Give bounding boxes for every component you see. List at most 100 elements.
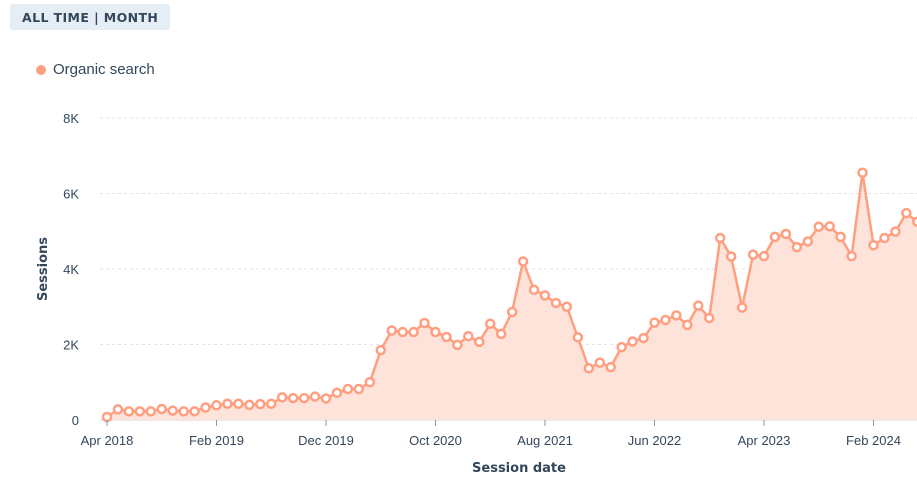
data-point <box>112 404 124 415</box>
data-point <box>736 302 748 313</box>
data-point <box>309 391 321 402</box>
chart-legend: Organic search <box>36 61 155 78</box>
data-point <box>693 300 704 311</box>
data-point <box>331 387 343 399</box>
area-layer <box>106 171 917 420</box>
data-point <box>167 405 178 416</box>
data-point <box>364 377 376 388</box>
data-point <box>463 330 474 342</box>
data-point <box>824 221 835 232</box>
data-point <box>561 301 573 312</box>
data-point <box>485 318 496 329</box>
data-point <box>725 251 737 262</box>
x-tick-label: Apr 2023 <box>738 433 791 448</box>
data-point <box>846 250 857 262</box>
y-tick-label: 8K <box>63 111 79 126</box>
data-point <box>430 326 441 338</box>
data-point <box>627 336 638 347</box>
series-line-organic-search <box>106 171 917 419</box>
data-point <box>495 328 507 340</box>
series-area-organic-search <box>107 172 917 420</box>
data-point <box>233 398 244 410</box>
data-point <box>660 314 671 326</box>
data-point <box>528 284 540 296</box>
data-point <box>704 312 715 324</box>
data-point <box>287 392 299 404</box>
data-point <box>474 336 485 348</box>
data-point <box>901 207 912 219</box>
data-point <box>408 326 419 338</box>
data-point <box>353 383 365 395</box>
data-point <box>200 402 211 413</box>
legend-swatch-organic-search <box>36 64 46 75</box>
data-point <box>145 406 157 417</box>
data-point <box>452 339 463 351</box>
data-point <box>890 226 901 237</box>
data-point <box>134 406 146 417</box>
y-axis-title: Sessions <box>36 237 51 301</box>
data-point <box>244 399 255 411</box>
data-point <box>758 250 770 262</box>
data-point <box>572 332 584 343</box>
data-point <box>517 256 529 267</box>
data-point <box>298 392 310 404</box>
x-tick-label: Jun 2022 <box>628 433 682 448</box>
data-point <box>123 406 135 417</box>
data-points <box>101 167 917 423</box>
data-point <box>791 241 803 253</box>
data-point <box>320 393 332 404</box>
x-axis-title: Session date <box>472 461 566 476</box>
data-point <box>375 344 386 356</box>
data-point <box>276 392 288 403</box>
data-point <box>835 231 846 243</box>
data-point <box>211 400 222 411</box>
y-axis-ticks: 0 2K 4K 6K 8K <box>63 111 79 428</box>
data-point <box>649 317 660 328</box>
date-range-filter[interactable]: ALL TIME | MONTH <box>10 4 171 30</box>
x-tick-label: Feb 2019 <box>189 433 244 448</box>
y-tick-label: 0 <box>72 413 79 428</box>
data-point <box>780 228 792 240</box>
data-point <box>266 398 277 410</box>
y-tick-label: 2K <box>63 338 79 353</box>
data-point <box>638 332 649 344</box>
x-axis-ticks: Apr 2018 Feb 2019 Dec 2019 Oct 2020 Aug 2021… <box>81 420 901 448</box>
data-point <box>397 326 408 338</box>
legend-label-organic-search: Organic search <box>53 61 155 78</box>
x-tick-label: Aug 2021 <box>517 433 573 448</box>
y-tick-label: 4K <box>63 262 79 277</box>
data-point <box>802 236 814 247</box>
x-tick-label: Feb 2024 <box>846 433 901 448</box>
data-point <box>419 317 430 329</box>
data-point <box>912 216 917 228</box>
data-point <box>156 403 167 415</box>
data-point <box>441 331 452 343</box>
data-point <box>101 411 113 423</box>
data-point <box>550 297 562 309</box>
data-point <box>868 239 879 251</box>
x-tick-label: Apr 2018 <box>81 433 134 448</box>
data-point <box>813 221 824 232</box>
data-point <box>682 319 693 331</box>
data-point <box>714 232 726 244</box>
data-point <box>506 306 518 318</box>
data-point <box>616 341 627 353</box>
data-point <box>879 232 890 244</box>
data-point <box>747 249 759 260</box>
data-point <box>671 310 682 321</box>
x-tick-label: Dec 2019 <box>298 433 354 448</box>
x-tick-label: Oct 2020 <box>409 433 462 448</box>
data-point <box>342 383 354 395</box>
data-point <box>857 167 868 178</box>
data-point <box>178 406 189 417</box>
data-point <box>594 357 605 368</box>
data-point <box>255 398 266 410</box>
data-point <box>769 231 781 243</box>
data-point <box>222 398 233 410</box>
data-point <box>605 361 616 373</box>
y-tick-label: 6K <box>63 187 79 202</box>
data-point <box>386 325 397 336</box>
data-point <box>539 290 551 301</box>
data-point <box>583 363 595 374</box>
